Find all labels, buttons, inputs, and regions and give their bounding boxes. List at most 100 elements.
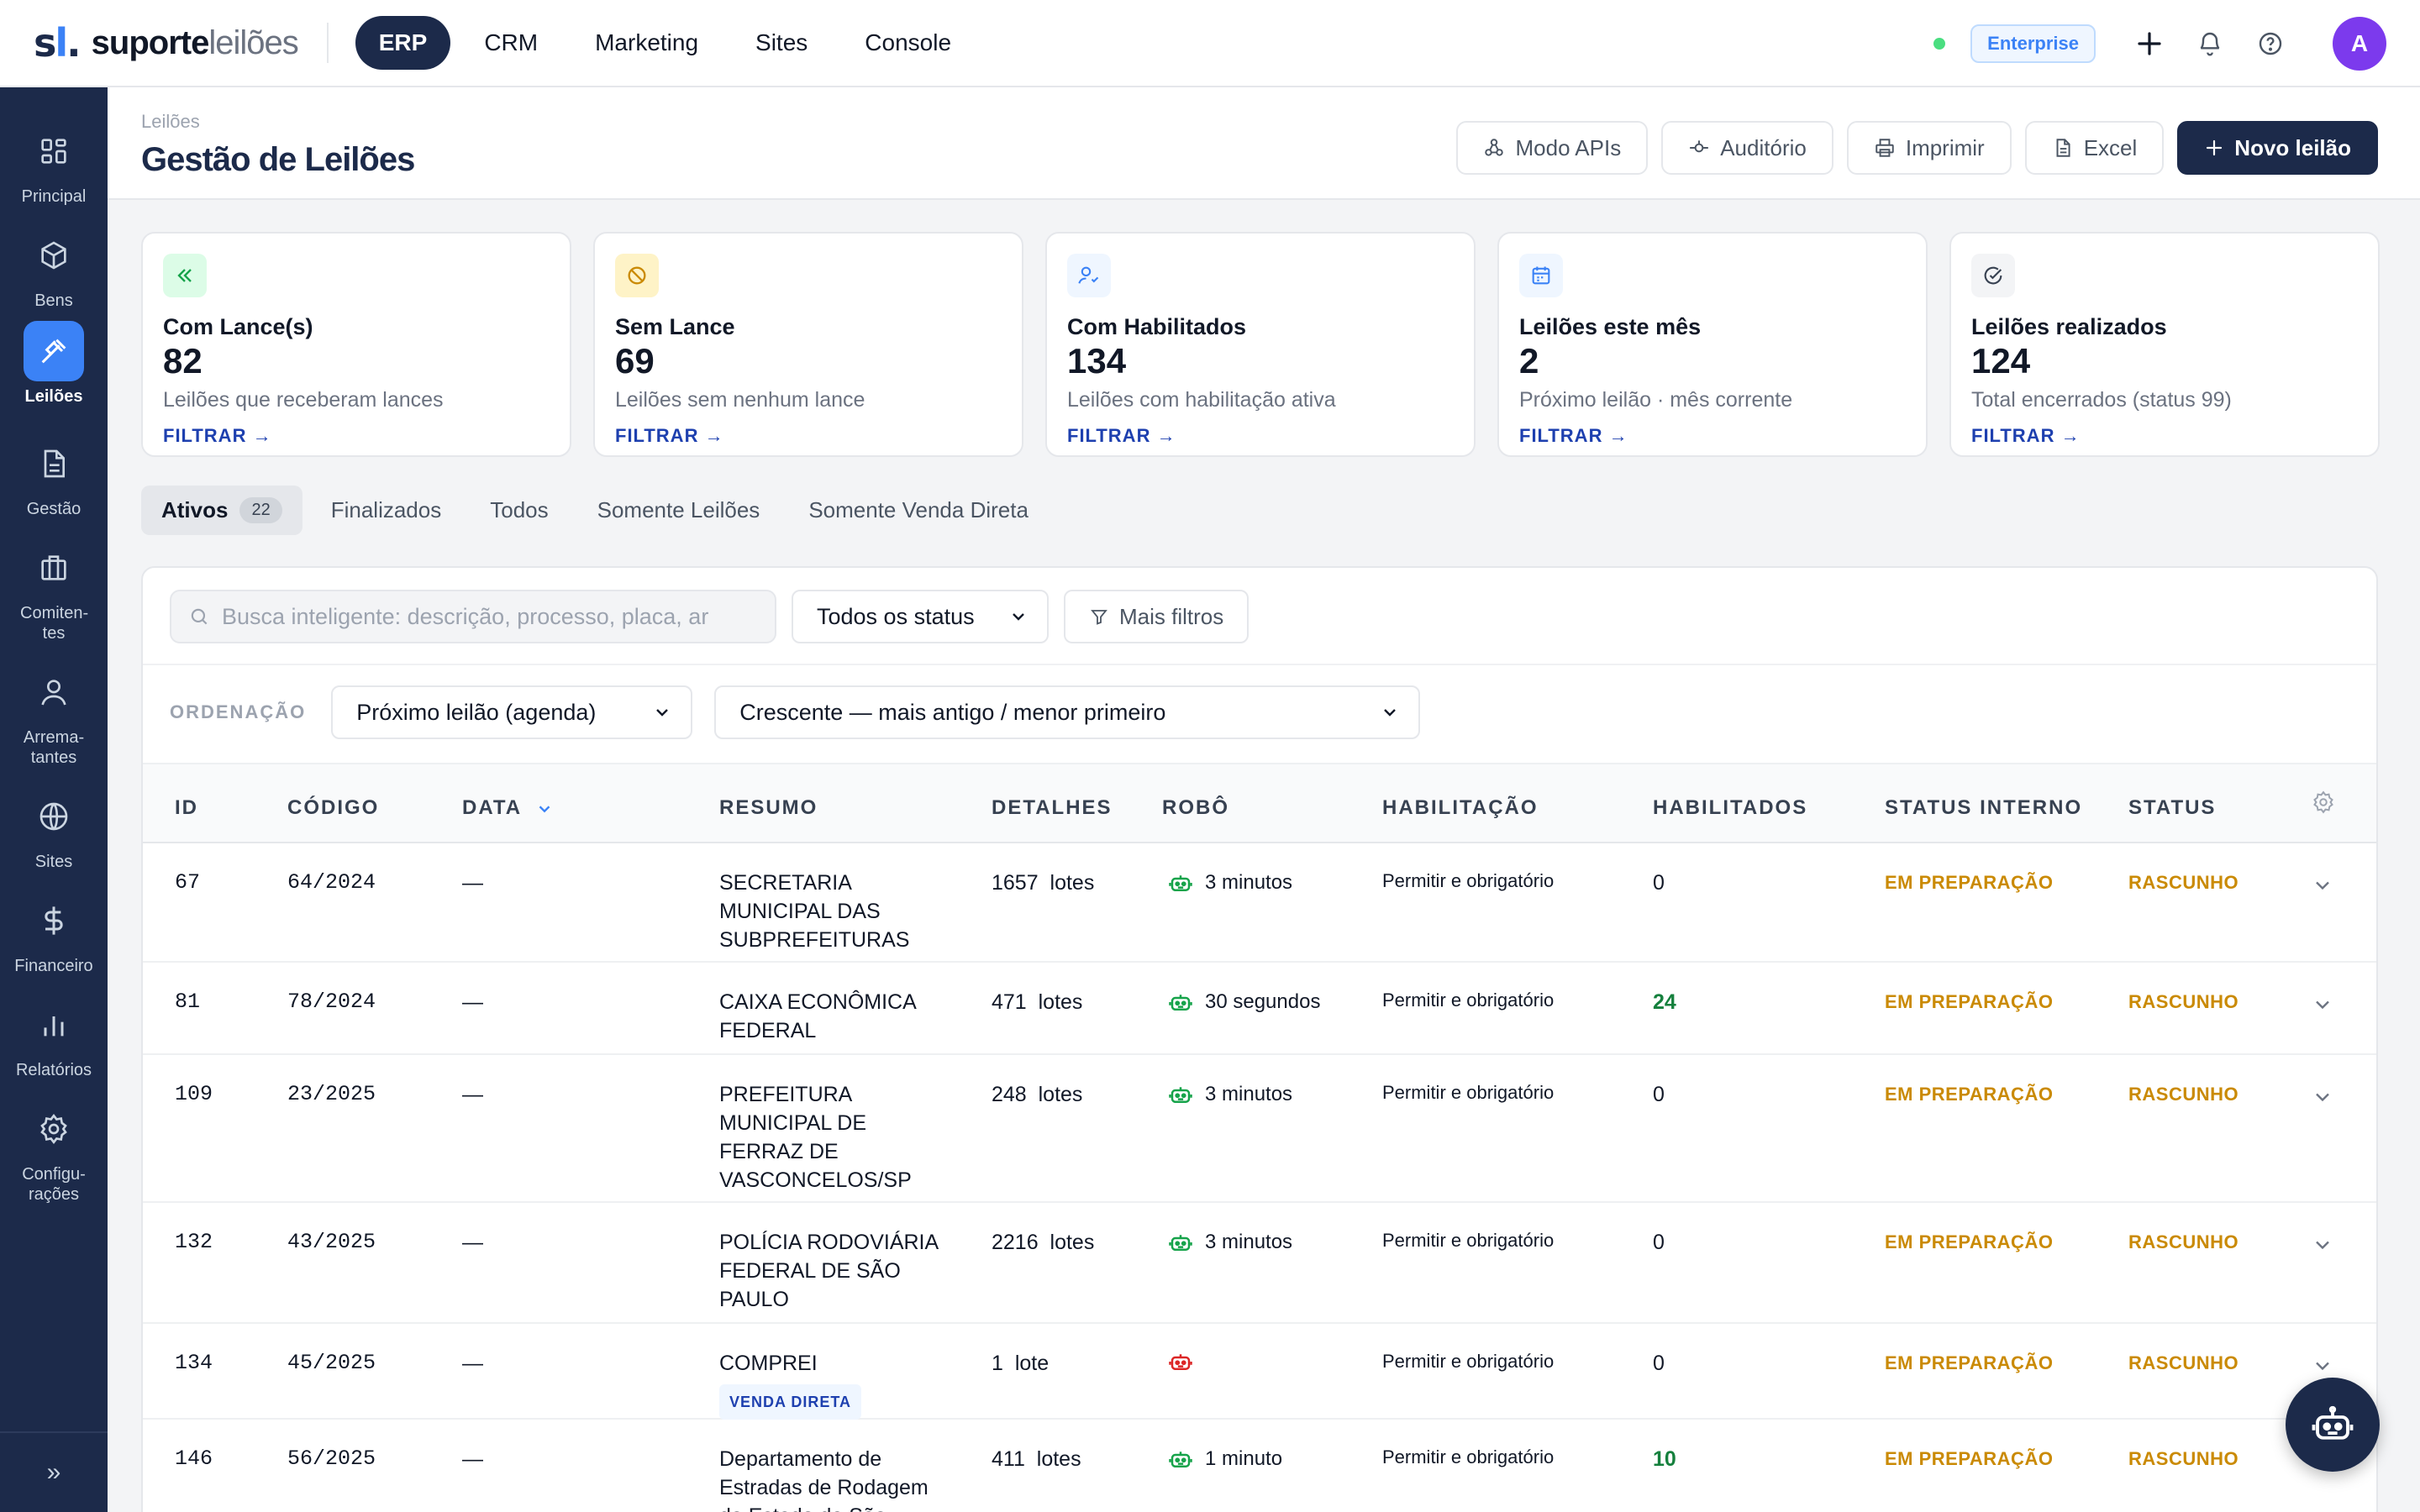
cell-robo[interactable]: 30 segundos bbox=[1168, 988, 1320, 1016]
cell-robo[interactable]: 1 minuto bbox=[1168, 1445, 1282, 1473]
col-habilitados[interactable]: HABILITADOS bbox=[1653, 796, 1808, 819]
cell-status: RASCUNHO bbox=[2128, 872, 2239, 893]
user-icon bbox=[24, 662, 84, 722]
cell-detalhes: 411 lotes bbox=[992, 1445, 1081, 1473]
modo-apis-button[interactable]: Modo APIs bbox=[1456, 121, 1649, 175]
cell-habilitacao: Permitir e obrigatório bbox=[1382, 1230, 1555, 1251]
kpi-card-leiloes-realizados: Leilões realizados 124 Total encerrados … bbox=[1949, 232, 2380, 457]
auditorio-button[interactable]: Auditório bbox=[1661, 121, 1833, 175]
col-status[interactable]: STATUS bbox=[2128, 796, 2217, 819]
nav-console[interactable]: Console bbox=[865, 29, 952, 55]
sidebar-item-arrematantes[interactable]: Arrema-tantes bbox=[0, 662, 108, 768]
cell-detalhes: 471 lotes bbox=[992, 988, 1082, 1016]
expand-row-chevron-icon[interactable] bbox=[2311, 1354, 2334, 1385]
cell-detalhes: 1 lote bbox=[992, 1349, 1049, 1378]
card-filter-link[interactable]: FILTRAR → bbox=[1971, 425, 2081, 446]
sidebar: Principal Bens Leilões Gestão Comiten-te… bbox=[0, 87, 108, 1512]
nav-erp[interactable]: ERP bbox=[355, 16, 451, 70]
cell-status: RASCUNHO bbox=[2128, 991, 2239, 1012]
brand-logo[interactable]: sl. suporteleilões bbox=[34, 0, 299, 87]
kpi-card-leiloes-este-mes: Leilões este mês 2 Próximo leilão · mês … bbox=[1497, 232, 1928, 457]
robo-interval: 3 minutos bbox=[1205, 1083, 1293, 1105]
help-icon[interactable] bbox=[2252, 25, 2289, 62]
tab-somente-venda-direta[interactable]: Somente Venda Direta bbox=[808, 497, 1028, 522]
bell-icon[interactable] bbox=[2191, 25, 2228, 62]
col-detalhes[interactable]: DETALHES bbox=[992, 796, 1113, 819]
excel-button[interactable]: Excel bbox=[2024, 121, 2165, 175]
double-chevron-left-icon bbox=[163, 254, 207, 297]
card-filter-link[interactable]: FILTRAR → bbox=[615, 425, 724, 446]
sidebar-item-gestao[interactable]: Gestão bbox=[0, 433, 108, 519]
plus-icon[interactable] bbox=[2131, 25, 2168, 62]
dollar-icon bbox=[24, 890, 84, 951]
sidebar-item-comitentes[interactable]: Comiten-tes bbox=[0, 538, 108, 643]
search-input[interactable] bbox=[222, 603, 743, 630]
order-direction-select[interactable]: Crescente — mais antigo / menor primeiro bbox=[714, 685, 1421, 739]
sidebar-item-financeiro[interactable]: Financeiro bbox=[0, 890, 108, 976]
sidebar-item-bens[interactable]: Bens bbox=[0, 225, 108, 311]
sidebar-item-configuracoes[interactable]: Configu-rações bbox=[0, 1099, 108, 1205]
col-codigo[interactable]: CÓDIGO bbox=[287, 796, 380, 819]
tab-finalizados[interactable]: Finalizados bbox=[330, 497, 442, 522]
lotes-count: 1 bbox=[992, 1352, 1003, 1375]
gear-icon[interactable] bbox=[2311, 790, 2336, 819]
sidebar-item-principal[interactable]: Principal bbox=[0, 121, 108, 207]
gavel-icon bbox=[24, 321, 84, 381]
nav-crm[interactable]: CRM bbox=[484, 29, 539, 55]
order-by-select[interactable]: Próximo leilão (agenda) bbox=[331, 685, 693, 739]
expand-row-chevron-icon[interactable] bbox=[2311, 1085, 2334, 1116]
cell-robo[interactable]: 3 minutos bbox=[1168, 1228, 1292, 1257]
cell-id: 132 bbox=[175, 1230, 213, 1254]
nav-sites[interactable]: Sites bbox=[755, 29, 808, 55]
robot-icon bbox=[1169, 1235, 1192, 1251]
expand-row-chevron-icon[interactable] bbox=[2311, 993, 2334, 1024]
breadcrumb[interactable]: Leilões bbox=[141, 111, 200, 132]
tab-somente-leiloes[interactable]: Somente Leilões bbox=[597, 497, 760, 522]
lotes-count: 248 bbox=[992, 1083, 1027, 1106]
imprimir-button[interactable]: Imprimir bbox=[1846, 121, 2012, 175]
col-status-interno[interactable]: STATUS INTERNO bbox=[1885, 796, 2083, 819]
expand-row-chevron-icon[interactable] bbox=[2311, 1233, 2334, 1264]
chevron-down-icon bbox=[1384, 709, 1397, 717]
sidebar-collapse-button[interactable]: » bbox=[0, 1431, 108, 1512]
button-label: Modo APIs bbox=[1515, 134, 1622, 160]
cell-data: — bbox=[462, 990, 483, 1014]
cell-robo[interactable] bbox=[1168, 1349, 1205, 1374]
chart-icon bbox=[24, 995, 84, 1055]
cell-detalhes: 2216 lotes bbox=[992, 1228, 1094, 1257]
tab-todos[interactable]: Todos bbox=[490, 497, 549, 522]
table-row[interactable]: 67 64/2024 — SECRETARIA MUNICIPAL DAS SUBPR… bbox=[143, 843, 2376, 963]
top-bar: sl. suporteleilões ERP CRM Marketing Sit… bbox=[0, 0, 2420, 87]
more-filters-button[interactable]: Mais filtros bbox=[1064, 590, 1249, 643]
table-row[interactable]: 81 78/2024 — CAIXA ECONÔMICA FEDERAL 471 lot… bbox=[143, 963, 2376, 1055]
table-row[interactable]: 146 56/2025 — Departamento de Estradas de R… bbox=[143, 1420, 2376, 1512]
sidebar-item-sites[interactable]: Sites bbox=[0, 786, 108, 872]
col-habilitacao[interactable]: HABILITAÇÃO bbox=[1382, 796, 1539, 819]
nav-marketing[interactable]: Marketing bbox=[595, 29, 699, 55]
cell-robo[interactable]: 3 minutos bbox=[1168, 1080, 1292, 1109]
card-filter-link[interactable]: FILTRAR → bbox=[163, 425, 272, 446]
top-nav: ERP CRM Marketing Sites Console bbox=[355, 16, 975, 70]
col-id[interactable]: ID bbox=[175, 796, 198, 819]
col-data[interactable]: DATA bbox=[462, 796, 554, 820]
col-robo[interactable]: ROBÔ bbox=[1162, 796, 1229, 819]
table-row[interactable]: 134 45/2025 — COMPREI VENDA DIRETA 1 lote Perm… bbox=[143, 1324, 2376, 1420]
table-row[interactable]: 109 23/2025 — PREFEITURA MUNICIPAL DE FERRA… bbox=[143, 1055, 2376, 1203]
status-select[interactable]: Todos os status bbox=[792, 590, 1049, 643]
sidebar-item-leiloes[interactable]: Leilões bbox=[0, 321, 108, 407]
table-row[interactable]: 132 43/2025 — POLÍCIA RODOVIÁRIA FEDERAL DE… bbox=[143, 1203, 2376, 1324]
cell-status-interno: EM PREPARAÇÃO bbox=[1885, 872, 2054, 893]
assistant-bot-button[interactable] bbox=[2286, 1378, 2380, 1472]
card-filter-link[interactable]: FILTRAR → bbox=[1067, 425, 1176, 446]
expand-row-chevron-icon[interactable] bbox=[2311, 874, 2334, 905]
double-chevron-right-icon: » bbox=[46, 1458, 61, 1486]
col-resumo[interactable]: RESUMO bbox=[719, 796, 818, 819]
sidebar-item-relatorios[interactable]: Relatórios bbox=[0, 995, 108, 1080]
card-filter-link[interactable]: FILTRAR → bbox=[1519, 425, 1628, 446]
robo-interval: 30 segundos bbox=[1205, 990, 1321, 1013]
user-avatar[interactable]: A bbox=[2333, 17, 2386, 71]
tab-ativos[interactable]: Ativos 22 bbox=[141, 486, 302, 535]
robot-icon bbox=[1169, 1452, 1192, 1467]
cell-robo[interactable]: 3 minutos bbox=[1168, 869, 1292, 897]
novo-leilao-button[interactable]: Novo leilão bbox=[2177, 121, 2378, 175]
